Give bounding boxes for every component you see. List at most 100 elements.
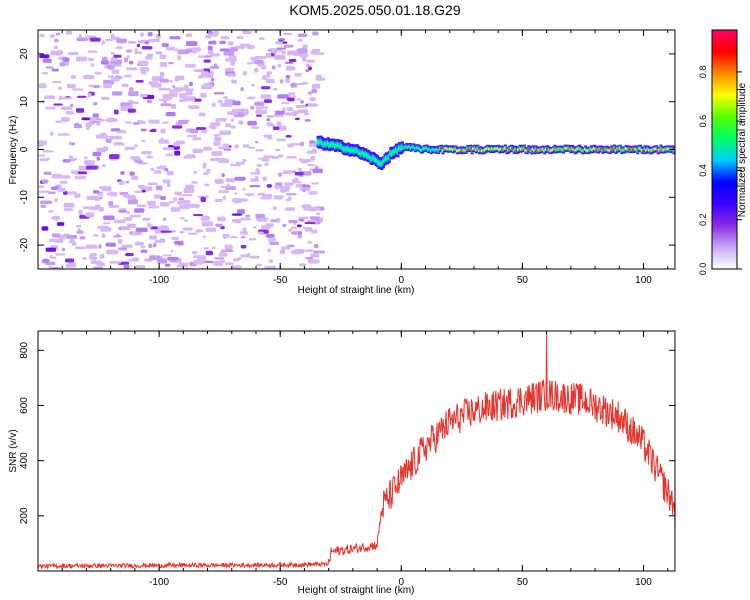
noise-cell	[275, 41, 283, 45]
noise-cell	[102, 146, 108, 152]
noise-cell	[109, 154, 120, 160]
noise-cell	[44, 95, 56, 100]
noise-cell	[139, 93, 148, 98]
noise-cell	[135, 80, 144, 83]
noise-cell	[219, 48, 231, 52]
noise-cell	[234, 144, 239, 149]
noise-cell	[267, 49, 272, 52]
noise-cell	[53, 45, 58, 50]
noise-cell	[298, 233, 302, 239]
noise-cell	[166, 182, 171, 188]
noise-cell	[310, 156, 316, 161]
noise-cell	[78, 165, 89, 171]
noise-cell	[292, 181, 302, 184]
snr-x-label: Height of straight line (km)	[298, 585, 415, 596]
noise-cell	[195, 127, 206, 130]
spectrogram-x-axis: -100 -50 0 50 100	[37, 30, 669, 286]
noise-cell	[300, 100, 304, 104]
noise-cell	[307, 241, 313, 244]
noise-cell	[74, 170, 79, 175]
noise-cell	[75, 246, 87, 250]
noise-cell	[177, 49, 190, 55]
noise-cell	[307, 258, 312, 264]
noise-cell	[170, 104, 177, 110]
noise-cell	[223, 51, 235, 56]
noise-cell	[310, 50, 320, 55]
noise-cell	[117, 238, 123, 244]
noise-cell	[253, 67, 259, 73]
noise-cell	[284, 61, 294, 64]
noise-cell	[38, 141, 44, 147]
noise-cell	[168, 200, 175, 204]
noise-cell	[103, 83, 112, 89]
noise-cell	[55, 120, 62, 123]
noise-cell	[59, 62, 66, 67]
noise-cell	[183, 99, 196, 102]
noise-cell	[238, 198, 248, 202]
noise-cell	[279, 79, 284, 84]
noise-cell	[184, 64, 196, 68]
noise-cell	[225, 58, 237, 62]
snr-x-axis: -100 -50 0 50 100	[37, 331, 669, 588]
noise-cell	[128, 91, 139, 97]
noise-cell	[179, 99, 186, 103]
noise-cell	[55, 253, 66, 256]
noise-cell	[106, 192, 112, 196]
noise-cell	[209, 65, 220, 69]
noise-cell	[240, 244, 247, 249]
noise-cell	[299, 263, 306, 267]
noise-cell	[193, 213, 203, 217]
noise-cell	[260, 86, 271, 90]
noise-cell	[262, 176, 267, 182]
noise-cell	[265, 223, 274, 228]
spectrogram-x-label: Height of straight line (km)	[298, 285, 415, 296]
noise-cell	[61, 117, 70, 122]
noise-cell	[74, 176, 87, 180]
noise-cell	[170, 249, 174, 253]
noise-cell	[98, 244, 102, 249]
noise-cell	[106, 249, 119, 255]
noise-cell	[136, 43, 141, 48]
noise-cell	[67, 191, 77, 195]
noise-cell	[255, 213, 266, 219]
noise-cell	[118, 210, 127, 213]
noise-cell	[277, 63, 282, 68]
noise-cell	[157, 258, 167, 264]
noise-cell	[255, 149, 264, 152]
noise-cell	[188, 203, 197, 207]
noise-cell	[174, 191, 183, 195]
noise-cell	[82, 206, 90, 210]
noise-cell	[231, 79, 237, 84]
noise-cell	[177, 55, 182, 61]
noise-cell	[256, 164, 263, 167]
noise-cell	[111, 77, 120, 82]
noise-cell	[230, 118, 235, 122]
noise-cell	[129, 214, 141, 218]
noise-cell	[114, 109, 119, 115]
noise-cell	[53, 103, 63, 106]
noise-cell	[195, 229, 203, 233]
colorbar-label: Normalized spectral amplitude	[737, 82, 748, 217]
noise-cell	[276, 138, 286, 142]
noise-cell	[261, 159, 270, 162]
noise-cell	[240, 236, 246, 239]
noise-cell	[41, 226, 49, 231]
noise-cell	[157, 226, 170, 232]
noise-cell	[38, 154, 46, 157]
noise-cell	[197, 255, 207, 261]
noise-cell	[182, 194, 193, 197]
noise-cell	[242, 158, 247, 163]
noise-cell	[301, 55, 307, 60]
noise-cell	[267, 136, 273, 140]
noise-cell	[52, 215, 60, 221]
noise-cell	[62, 97, 73, 100]
noise-cell	[148, 38, 160, 43]
noise-cell	[242, 71, 247, 76]
noise-cell	[212, 246, 216, 250]
noise-cell	[198, 112, 206, 117]
noise-cell	[68, 155, 74, 159]
noise-cell	[76, 37, 88, 42]
noise-cell	[81, 117, 92, 121]
noise-cell	[159, 78, 170, 83]
